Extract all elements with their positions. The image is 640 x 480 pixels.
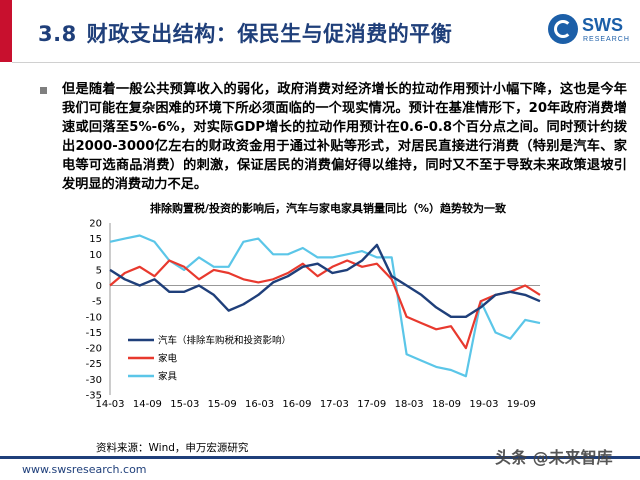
x-tick-label: 16-03 [245, 399, 274, 410]
logo-subtext: RESEARCH [583, 36, 630, 43]
legend-label-furniture: 家具 [158, 371, 178, 383]
series-line-appliance [109, 259, 541, 350]
x-tick-label: 18-03 [395, 399, 424, 410]
x-tick-label: 17-09 [357, 399, 386, 410]
x-tick-label: 14-09 [133, 399, 162, 410]
body-paragraph: 但是随着一般公共预算收入的弱化，政府消费对经济增长的拉动作用预计小幅下降，这也是… [62, 82, 627, 192]
x-tick-label: 19-09 [507, 399, 536, 410]
y-tick-label: -5 [92, 297, 102, 308]
footer-divider [0, 456, 640, 459]
header-accent-bar [0, 0, 12, 62]
series-line-furniture [109, 234, 541, 378]
y-tick-label: -10 [86, 312, 102, 323]
header-divider [12, 62, 640, 63]
y-tick-label: 20 [89, 219, 102, 230]
y-tick-label: -15 [86, 328, 102, 339]
y-tick-label: 5 [96, 265, 102, 276]
y-tick-label: 0 [96, 281, 102, 292]
x-tick-label: 19-03 [469, 399, 498, 410]
x-tick-label: 14-03 [95, 399, 124, 410]
sws-logo: SWS RESEARCH [548, 12, 630, 52]
series-line-auto [109, 243, 541, 318]
sws-logo-icon [548, 14, 578, 44]
section-number: 3.8 [38, 22, 77, 46]
logo-text: SWS [582, 15, 624, 35]
x-tick-label: 18-09 [432, 399, 461, 410]
x-tick-label: 17-03 [320, 399, 349, 410]
x-tick-label: 15-09 [208, 399, 237, 410]
y-tick-label: -35 [86, 391, 102, 402]
page-title: 3.8 财政支出结构：保民生与促消费的平衡 [38, 18, 452, 48]
legend-label-appliance: 家电 [158, 353, 178, 365]
x-tick-label: 15-03 [170, 399, 199, 410]
y-tick-label: 10 [89, 250, 102, 261]
website-link[interactable]: www.swsresearch.com [22, 463, 147, 476]
y-tick-label: -30 [86, 375, 102, 386]
bullet-icon [40, 87, 47, 94]
title-text: 财政支出结构：保民生与促消费的平衡 [86, 22, 453, 46]
chart-title: 排除购置税/投资的影响后，汽车与家电家具销量同比（%）趋势较为一致 [150, 202, 507, 215]
y-tick-label: -25 [86, 359, 102, 370]
y-tick-label: -20 [86, 344, 102, 355]
source-note: 资料来源：Wind，申万宏源研究 [96, 442, 249, 454]
legend-label-auto: 汽车（排除车购税和投资影响） [158, 335, 291, 347]
x-tick-label: 16-09 [282, 399, 311, 410]
y-tick-label: 15 [89, 234, 102, 245]
watermark: 头条 @未来智库 [495, 448, 613, 467]
